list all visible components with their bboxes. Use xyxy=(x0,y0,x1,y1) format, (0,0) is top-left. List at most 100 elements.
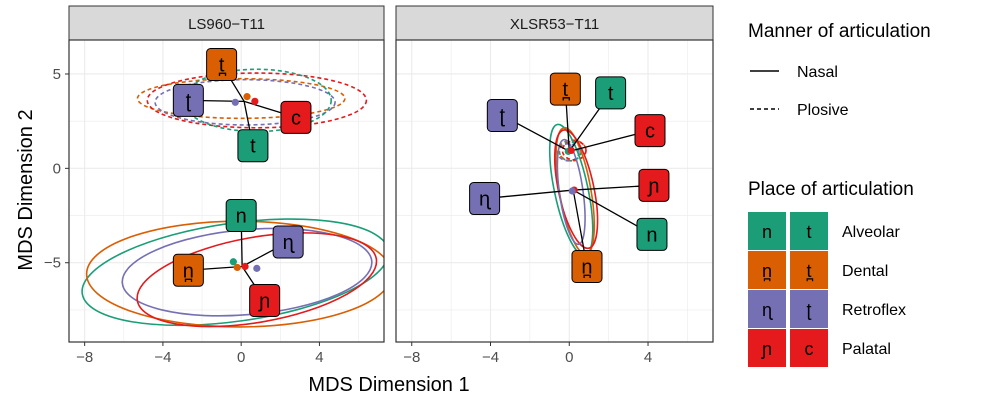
phone-label-box xyxy=(636,217,668,251)
phone-label-box xyxy=(249,283,281,317)
legend-manner-label: Plosive xyxy=(797,102,849,119)
phone-label: t̪ xyxy=(549,72,581,106)
legend-place-nasal-glyph: n xyxy=(762,222,772,242)
phone-label-box xyxy=(206,48,238,82)
legend-manner-title: Manner of articulation xyxy=(748,21,931,42)
phone-label-box xyxy=(280,100,312,134)
x-tick-label: 0 xyxy=(237,349,245,366)
panel-1: LS960−T11 t̪ ʈ c t n ɳ n̪ ɲ −8 −4 0 4 5 0 −5 xyxy=(44,5,385,366)
phone-label-box xyxy=(595,76,627,110)
phone-label: ʈ xyxy=(486,99,518,132)
phone-label: n̪ xyxy=(571,250,603,283)
x-tick-label: −4 xyxy=(482,349,499,366)
phone-label-text: t xyxy=(250,136,256,158)
centroid-point xyxy=(251,97,259,105)
grid xyxy=(396,40,713,342)
panel-2: XLSR53−T11 t̪ t ʈ c ɲ ɳ n n̪ −8 −4 0 4 xyxy=(395,5,714,366)
phone-label: n̪ xyxy=(172,253,204,287)
legend-place-key-plosive xyxy=(790,212,828,250)
phone-label-text: t̪ xyxy=(562,79,570,101)
phone-label: n xyxy=(225,199,257,233)
panels-layer: LS960−T11 t̪ ʈ c t n ɳ n̪ ɲ −8 −4 0 4 5 0 −5 XLSR53−T11 t… xyxy=(44,5,714,366)
legend-place-label: Alveolar xyxy=(842,224,900,241)
x-axis-label: MDS Dimension 1 xyxy=(308,374,469,396)
phone-label: c xyxy=(280,100,312,134)
centroid-point xyxy=(568,187,576,195)
centroid-point xyxy=(229,258,237,266)
plot-content: t̪ t ʈ c ɲ ɳ n n̪ xyxy=(469,72,670,283)
plot-content: t̪ ʈ c t n ɳ n̪ ɲ xyxy=(81,48,384,328)
panel-title: LS960−T11 xyxy=(188,16,265,33)
phone-label-text: ɲ xyxy=(258,290,270,312)
legend-place-nasal-glyph: n̪ xyxy=(762,261,772,282)
phone-label-text: ɳ xyxy=(283,232,295,254)
centroid-point xyxy=(253,264,261,272)
panel-border xyxy=(395,39,714,343)
ellipse-palatal-plosive xyxy=(146,72,368,129)
phone-label-box xyxy=(549,72,581,106)
phone-label-text: ɲ xyxy=(647,175,659,197)
legend: Manner of articulation Nasal Plosive Plac… xyxy=(748,21,931,367)
phone-label: ɳ xyxy=(469,182,501,216)
phone-label-box xyxy=(634,114,666,148)
phone-label: c xyxy=(634,114,666,148)
phone-label-box xyxy=(469,182,501,216)
phone-label-box xyxy=(172,253,204,287)
phone-label-text: t xyxy=(608,83,614,105)
phone-label-box xyxy=(638,168,670,202)
phone-label: t xyxy=(595,76,627,110)
centroid-point xyxy=(231,98,239,106)
phone-label: ɲ xyxy=(249,283,281,317)
legend-place-plosive-glyph: t̪ xyxy=(806,261,814,282)
centroid-point xyxy=(233,263,241,272)
legend-place-key-plosive xyxy=(790,251,828,289)
phone-label-text: t̪ xyxy=(219,55,227,77)
phone-label-text: n̪ xyxy=(183,260,194,282)
phone-label: ʈ xyxy=(172,83,204,117)
phone-label-text: c xyxy=(291,107,301,129)
legend-place-items: n t Alveolar n̪ t̪ Dental ɳ ʈ Retroflex ɲ c Palatal xyxy=(748,212,906,367)
panel-strip xyxy=(68,5,385,41)
legend-place-plosive-glyph: ʈ xyxy=(806,300,811,320)
phone-label-box xyxy=(486,99,518,132)
ellipse-retroflex-nasal xyxy=(556,138,586,246)
phone-label-box xyxy=(225,199,257,233)
y-tick-label: 0 xyxy=(53,160,61,177)
legend-manner-label: Nasal xyxy=(797,64,838,81)
x-tick-label: 4 xyxy=(315,349,323,366)
centroid-point xyxy=(567,146,575,155)
phone-label-text: n̪ xyxy=(581,257,592,279)
phone-label-text: ɳ xyxy=(479,189,491,211)
legend-place-key-nasal xyxy=(748,251,786,289)
y-tick-label: 5 xyxy=(53,66,61,83)
x-tick-label: −4 xyxy=(154,349,171,366)
plot-background xyxy=(69,40,384,342)
legend-place-nasal-glyph: ɳ xyxy=(762,300,773,320)
legend-place-key-plosive xyxy=(790,329,828,367)
panel-strip xyxy=(395,5,714,41)
phone-label: ɲ xyxy=(638,168,670,202)
legend-place-label: Retroflex xyxy=(842,302,906,319)
legend-place-key-plosive xyxy=(790,290,828,328)
phone-label-text: ʈ xyxy=(500,106,506,128)
legend-place-key-nasal xyxy=(748,212,786,250)
x-tick-label: 4 xyxy=(644,349,652,366)
legend-place-label: Palatal xyxy=(842,341,891,358)
x-tick-label: 0 xyxy=(565,349,573,366)
legend-place-key-nasal xyxy=(748,290,786,328)
legend-place-nasal-glyph: ɲ xyxy=(761,339,772,359)
legend-place-key-nasal xyxy=(748,329,786,367)
y-tick-label: −5 xyxy=(44,255,61,272)
phone-label: t xyxy=(237,129,269,163)
centroid-point xyxy=(241,262,249,271)
legend-place-title: Place of articulation xyxy=(748,179,914,200)
ellipse-palatal-nasal xyxy=(136,232,378,328)
ellipse-palatal-plosive xyxy=(561,140,587,161)
phone-label-text: ʈ xyxy=(186,90,192,112)
phone-label-box xyxy=(571,250,603,283)
phone-label-text: c xyxy=(645,121,655,143)
ellipse-retroflex-plosive xyxy=(154,78,336,126)
phone-label-box xyxy=(172,83,204,117)
phone-label-box xyxy=(237,129,269,163)
phone-label: ɳ xyxy=(272,225,304,259)
